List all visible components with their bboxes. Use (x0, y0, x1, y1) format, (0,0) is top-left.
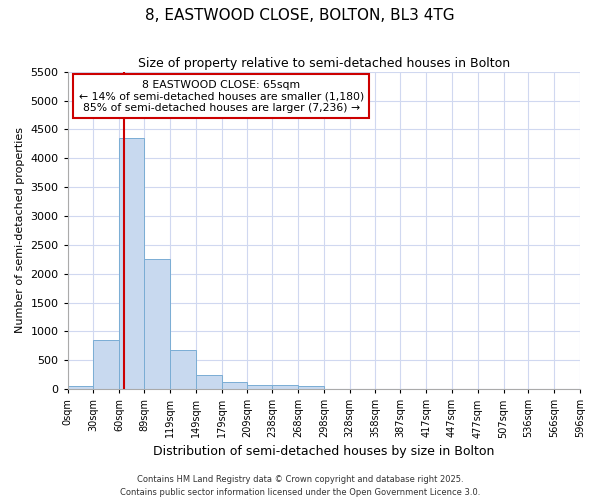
Bar (144, 260, 170, 389)
Bar (170, 350, 196, 389)
X-axis label: Distribution of semi-detached houses by size in Bolton: Distribution of semi-detached houses by … (153, 444, 494, 458)
Bar (272, 386, 298, 389)
Bar (247, 385, 272, 389)
Text: Contains HM Land Registry data © Crown copyright and database right 2025.
Contai: Contains HM Land Registry data © Crown c… (120, 476, 480, 497)
Title: Size of property relative to semi-detached houses in Bolton: Size of property relative to semi-detach… (138, 58, 510, 70)
Bar (94, 340, 119, 389)
Y-axis label: Number of semi-detached properties: Number of semi-detached properties (15, 128, 25, 334)
Bar (119, 138, 144, 389)
Bar (221, 382, 247, 389)
Bar (196, 374, 221, 389)
Bar (298, 386, 324, 389)
Bar (68, 386, 94, 389)
Text: 8, EASTWOOD CLOSE, BOLTON, BL3 4TG: 8, EASTWOOD CLOSE, BOLTON, BL3 4TG (145, 8, 455, 22)
Text: 8 EASTWOOD CLOSE: 65sqm
← 14% of semi-detached houses are smaller (1,180)
85% of: 8 EASTWOOD CLOSE: 65sqm ← 14% of semi-de… (79, 80, 364, 113)
